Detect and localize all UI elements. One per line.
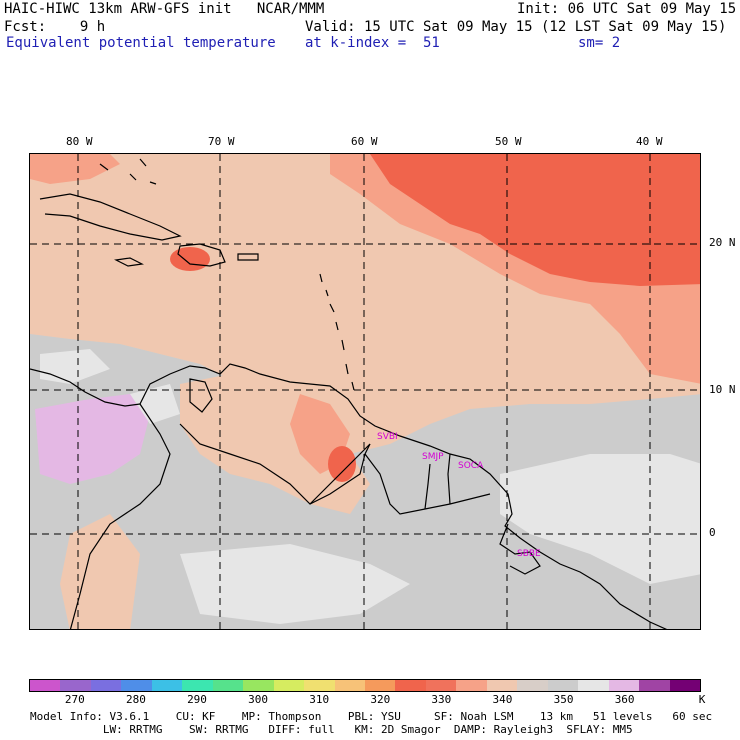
colorbar-tick-label: 280 (125, 693, 146, 706)
colorbar-tick-label: 300 (248, 693, 269, 706)
theta-e-field (30, 154, 700, 629)
colorbar-tick-label: 360 (614, 693, 635, 706)
colorbar-swatch (182, 680, 213, 691)
colorbar-swatch (547, 680, 579, 691)
colorbar-swatch (486, 680, 518, 691)
colorbar-tick-label: 270 (64, 693, 85, 706)
colorbar-swatch (639, 680, 670, 691)
colorbar-unit: K (698, 693, 706, 706)
colorbar-tick-label: 350 (553, 693, 574, 706)
colorbar (29, 679, 701, 692)
lon-label-40w: 40 W (636, 135, 663, 148)
colorbar-tick-label: 310 (309, 693, 330, 706)
colorbar-swatch (395, 680, 426, 691)
colorbar-swatch (425, 680, 457, 691)
colorbar-swatch (90, 680, 122, 691)
lon-label-50w: 50 W (495, 135, 522, 148)
colorbar-tick-label: 330 (431, 693, 452, 706)
station-smjp: SMJP (422, 452, 444, 462)
colorbar-tick-label: 290 (187, 693, 207, 706)
smoothing: sm= 2 (578, 35, 621, 51)
colorbar-swatch (121, 680, 152, 691)
graticule (30, 154, 700, 629)
valid-time: Valid: 15 UTC Sat 09 May 15 (12 LST Sat … (305, 19, 727, 35)
colorbar-swatch (669, 680, 700, 691)
station-sbbe: SBBE (517, 549, 541, 559)
colorbar-swatch (517, 680, 548, 691)
colorbar-swatch (578, 680, 609, 691)
colorbar-tick-label: 320 (370, 693, 391, 706)
station-svbi: SVBI (377, 432, 398, 442)
colorbar-swatch (273, 680, 305, 691)
lat-label-20n: 20 N (709, 236, 736, 249)
forecast-hour: Fcst: 9 h (4, 19, 106, 35)
colorbar-swatch (304, 680, 335, 691)
title-line: HAIC-HIWC 13km ARW-GFS init NCAR/MMM (4, 1, 325, 17)
lon-label-70w: 70 W (208, 135, 235, 148)
map-panel[interactable] (29, 153, 701, 630)
colorbar-swatch (334, 680, 365, 691)
colorbar-swatch (60, 680, 91, 691)
colorbar-swatch (243, 680, 274, 691)
colorbar-swatch (30, 680, 61, 691)
model-info-line1: Model Info: V3.6.1 CU: KF MP: Thompson P… (30, 710, 713, 723)
level-index: at k-index = 51 (305, 35, 440, 51)
lat-label-10n: 10 N (709, 383, 736, 396)
colorbar-swatch (151, 680, 183, 691)
station-soca: SOCA (458, 461, 484, 471)
colorbar-tick-label: 340 (492, 693, 513, 706)
lon-label-60w: 60 W (351, 135, 378, 148)
coastlines (30, 158, 668, 629)
lat-label-0: 0 (709, 526, 716, 539)
colorbar-swatch (364, 680, 396, 691)
colorbar-swatch (608, 680, 640, 691)
init-time: Init: 06 UTC Sat 09 May 15 (517, 1, 737, 17)
lon-label-80w: 80 W (66, 135, 93, 148)
field-name: Equivalent potential temperature (6, 35, 276, 51)
model-info-line2: LW: RRTMG SW: RRTMG DIFF: full KM: 2D Sm… (30, 723, 633, 736)
colorbar-swatch (212, 680, 244, 691)
colorbar-swatch (456, 680, 487, 691)
